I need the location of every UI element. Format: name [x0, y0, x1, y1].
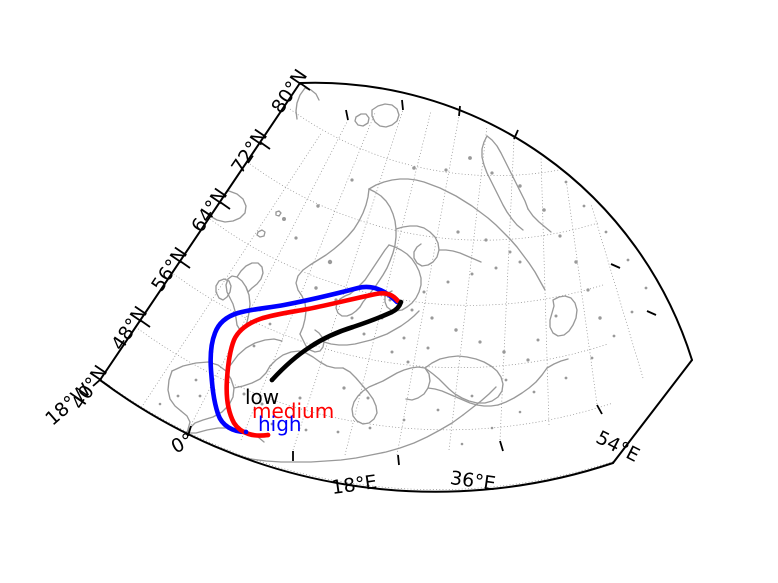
longitude-ticks-top	[345, 99, 519, 140]
legend-label-low: low	[245, 385, 279, 409]
lat-label-80N: 80°N	[267, 65, 312, 117]
land-islets	[158, 156, 648, 446]
trajectory-medium	[224, 291, 401, 438]
trajectories	[208, 284, 404, 438]
axis-labels: 80°N 72°N 64°N 56°N 48°N 40°N 18°W 0° 18…	[41, 65, 643, 499]
legend: low medium high	[245, 385, 334, 436]
lat-label-48N: 48°N	[107, 302, 152, 354]
lat-label-72N: 72°N	[227, 125, 272, 177]
legend-label-medium: medium	[252, 399, 334, 423]
map-frame	[99, 81, 693, 493]
lat-label-64N: 64°N	[187, 184, 232, 236]
trajectory-high-origin	[243, 429, 249, 435]
legend-label-high: high	[258, 412, 302, 436]
longitude-ticks-bottom	[92, 378, 603, 466]
graticule-meridians	[142, 109, 644, 456]
graticule-parallels	[100, 108, 618, 490]
latitude-ticks	[99, 82, 311, 388]
trajectory-low	[269, 299, 404, 383]
lat-label-56N: 56°N	[147, 243, 192, 295]
trajectory-medium-origin	[265, 432, 271, 438]
trajectory-low-origin	[269, 377, 275, 383]
lon-label-18E: 18°E	[330, 471, 378, 499]
trajectory-high	[208, 284, 400, 435]
latitude-ticks-right	[610, 263, 657, 316]
